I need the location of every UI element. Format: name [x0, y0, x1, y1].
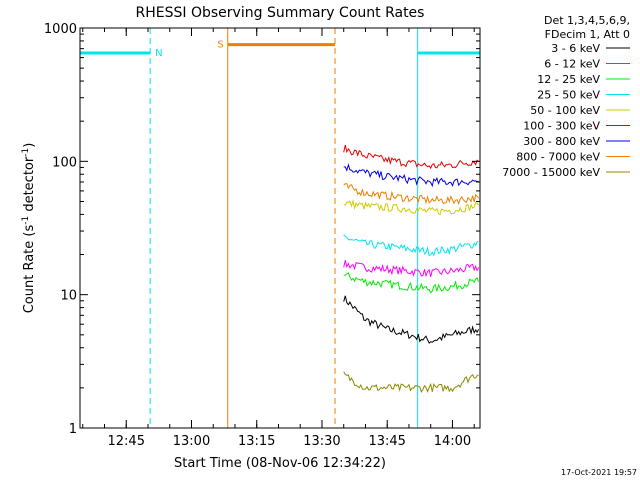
x-axis-label: Start Time (08-Nov-06 12:34:22) [174, 456, 386, 471]
series-line-6 [343, 163, 479, 188]
series-line-3 [343, 234, 479, 257]
legend-entry-label: 50 - 100 keV [530, 104, 600, 117]
flag-label: N [155, 48, 162, 59]
x-tick-label: 13:30 [303, 434, 340, 449]
y-axis-label: Count Rate (s-1 detector-1) [21, 143, 37, 314]
series-line-4 [343, 199, 480, 216]
series-line-5 [343, 144, 479, 170]
series-line-7 [343, 183, 479, 206]
legend-entry-label: 25 - 50 keV [537, 89, 600, 102]
series-line-8 [343, 371, 479, 393]
series-line-2 [343, 272, 480, 294]
plot-frame [79, 27, 481, 429]
legend-entry-label: 100 - 300 keV [523, 120, 600, 133]
legend: Det 1,3,4,5,6,9, FDecim 1, Att 0 3 - 6 k… [502, 14, 630, 179]
legend-header-line-1: Det 1,3,4,5,6,9, [544, 14, 630, 27]
x-tick-label: 12:45 [108, 434, 145, 449]
footer-date: 17-Oct-2021 19:57 [561, 468, 637, 477]
legend-entry-label: 7000 - 15000 keV [502, 166, 600, 179]
x-tick-label: 13:00 [173, 434, 210, 449]
legend-entry-label: 800 - 7000 keV [516, 151, 600, 164]
legend-header-line-2: FDecim 1, Att 0 [545, 28, 630, 41]
x-tick-label: 14:00 [434, 434, 471, 449]
x-tick-label: 13:45 [368, 434, 405, 449]
legend-entry-label: 6 - 12 keV [544, 58, 600, 71]
flag-label: S [217, 40, 223, 51]
y-tick-label: 1 [69, 422, 77, 437]
legend-entry-label: 12 - 25 keV [537, 73, 600, 86]
series-line-1 [343, 260, 480, 278]
series-line-0 [343, 295, 480, 344]
legend-entry-label: 3 - 6 keV [551, 42, 600, 55]
legend-entry-label: 300 - 800 keV [523, 135, 600, 148]
y-tick-label: 1000 [44, 22, 77, 37]
x-tick-label: 13:15 [238, 434, 275, 449]
y-tick-label: 100 [52, 155, 77, 170]
y-tick-label: 10 [60, 289, 77, 304]
chart-title: RHESSI Observing Summary Count Rates [136, 5, 425, 21]
